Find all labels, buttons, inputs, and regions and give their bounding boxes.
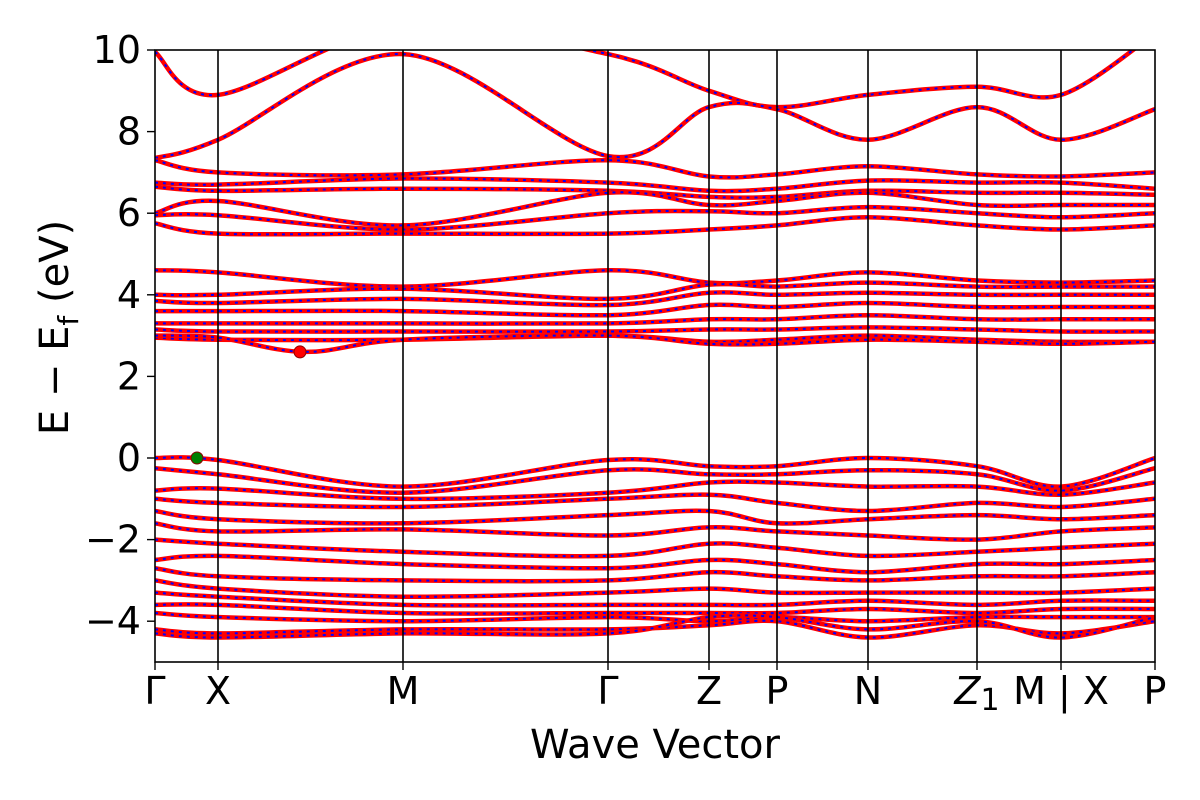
- band-line: [155, 479, 1155, 502]
- band-line-dashed: [155, 467, 1155, 494]
- band-line: [155, 508, 1155, 526]
- x-tick-label: X: [205, 669, 231, 713]
- y-tick-label: 8: [117, 110, 141, 154]
- high-symmetry-lines: [217, 50, 1062, 662]
- band-line: [155, 610, 1155, 624]
- band-line: [155, 204, 1155, 232]
- band-line-dashed: [155, 50, 1135, 109]
- y-tick-label: 0: [117, 436, 141, 480]
- band-line-dashed: [155, 509, 1155, 525]
- x-tick-label: M | X: [1013, 669, 1109, 714]
- band-line: [155, 521, 1155, 542]
- x-tick-label: P: [1144, 669, 1167, 713]
- y-tick-label: 6: [117, 191, 141, 235]
- band-line-dashed: [155, 522, 1155, 541]
- markers-layer: [190, 345, 307, 465]
- band-line-dashed: [155, 216, 1155, 236]
- y-axis-label-unit: (eV): [32, 220, 78, 316]
- band-line-dashed: [155, 567, 1155, 583]
- band-line: [155, 492, 1155, 514]
- y-tick-label: 10: [93, 28, 141, 72]
- band-line: [155, 157, 1155, 180]
- x-axis-label: Wave Vector: [530, 722, 781, 768]
- band-line: [155, 190, 1155, 228]
- x-tick-label: Γ: [144, 669, 165, 713]
- band-line: [155, 455, 1155, 489]
- y-axis-label: E − Ef (eV): [32, 220, 85, 435]
- band-line-dashed: [155, 314, 1155, 325]
- band-line-dashed: [155, 269, 1155, 288]
- y-axis-ticks: −4 −2 0 2 4 6 8 10: [85, 28, 155, 643]
- band-line: [155, 602, 1155, 616]
- y-axis-label-main: E − E: [32, 326, 78, 436]
- band-line: [155, 290, 1155, 308]
- x-tick-label: Z1: [953, 669, 999, 718]
- band-line: [155, 578, 1155, 600]
- band-line-dashed: [155, 326, 1155, 333]
- y-tick-label: 4: [117, 273, 141, 317]
- band-line: [155, 590, 1155, 608]
- band-line: [155, 300, 1155, 318]
- band-line-dashed: [155, 614, 1155, 639]
- band-line: [155, 268, 1155, 289]
- cbm-marker: [293, 345, 307, 359]
- bands-layer: [155, 50, 1155, 640]
- x-tick-label: N: [854, 669, 882, 713]
- band-line: [155, 176, 1155, 194]
- x-tick-label: P: [766, 669, 789, 713]
- band-line: [155, 50, 1137, 110]
- y-tick-label: −4: [85, 599, 141, 643]
- band-line: [155, 553, 1155, 575]
- band-line: [155, 537, 1155, 559]
- y-axis-label-sub: f: [52, 315, 85, 326]
- vbm-marker: [190, 451, 204, 465]
- band-line: [155, 184, 1155, 200]
- band-line-dashed: [155, 334, 1155, 353]
- band-line: [155, 565, 1155, 584]
- x-tick-label: Γ: [597, 669, 618, 713]
- x-tick-label: Z: [696, 669, 722, 713]
- y-tick-label: −2: [85, 518, 141, 562]
- band-line-dashed: [155, 191, 1155, 227]
- y-tick-label: 2: [117, 354, 141, 398]
- band-line-dashed: [155, 53, 1155, 160]
- band-line-dashed: [155, 159, 1155, 179]
- plot-frame: [154, 49, 1156, 663]
- x-tick-label: M: [387, 669, 420, 713]
- band-line: [155, 280, 1155, 302]
